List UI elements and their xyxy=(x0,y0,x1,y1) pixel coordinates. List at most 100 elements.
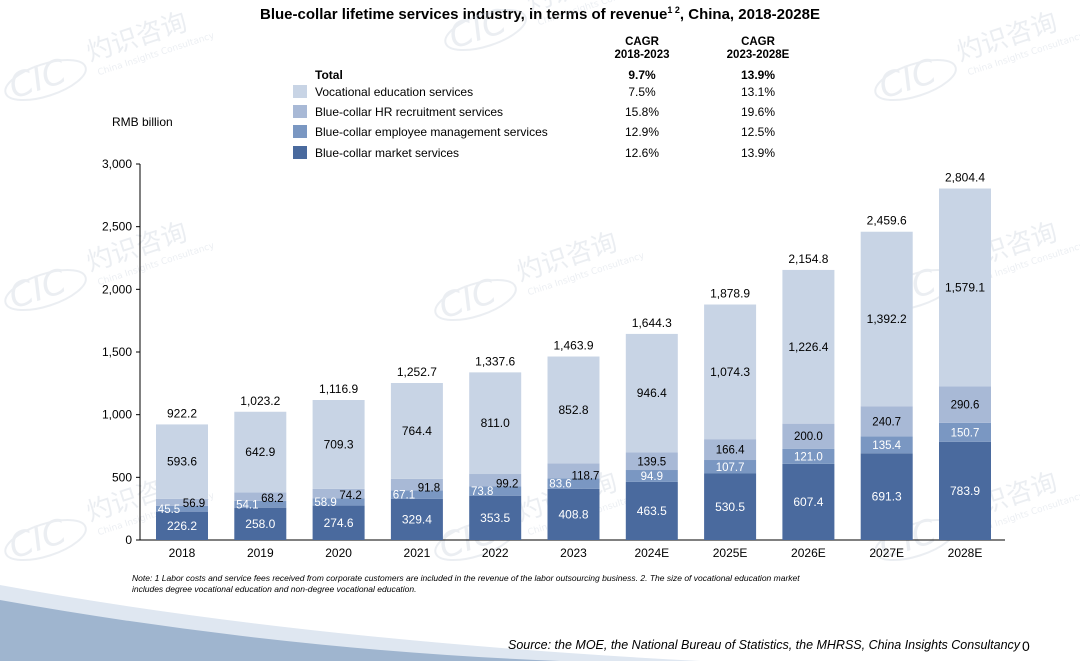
y-tick-label: 1,000 xyxy=(102,408,132,422)
watermark-ring xyxy=(434,279,517,322)
management-services-label: 83.6 xyxy=(549,479,571,491)
management-services-label: 107.7 xyxy=(716,462,745,474)
bar-segment xyxy=(312,505,365,540)
bar-segment xyxy=(469,495,522,540)
watermark-mark: CIC xyxy=(444,1,511,57)
bar-segment xyxy=(625,333,678,453)
bar-segment xyxy=(156,505,208,512)
bar-segment xyxy=(939,188,991,387)
bar-segment xyxy=(390,490,443,499)
chart-title: Blue-collar lifetime services industry, … xyxy=(0,5,1080,23)
management-services-label: 135.4 xyxy=(872,440,901,452)
bar-segment xyxy=(390,478,443,491)
vocational-services-label: 1,579.1 xyxy=(945,280,985,294)
bar-segment xyxy=(782,423,835,449)
market-services-label: 353.5 xyxy=(480,511,510,525)
management-services-label: 94.9 xyxy=(641,471,663,483)
x-tick-label: 2018 xyxy=(169,546,196,560)
management-services-label: 150.7 xyxy=(951,427,980,439)
vocational-services-label: 593.6 xyxy=(167,455,197,469)
market-services-label: 408.8 xyxy=(558,507,588,521)
vocational-services-label: 946.4 xyxy=(637,386,667,400)
bar-total-label: 1,337.6 xyxy=(475,354,515,368)
legend-swatch xyxy=(293,125,307,138)
bar-segment xyxy=(782,448,835,464)
watermark-ring xyxy=(874,59,957,102)
bar-segment xyxy=(390,498,443,540)
cagr-value: 15.8% xyxy=(625,105,659,119)
cagr-value: 12.9% xyxy=(625,125,659,139)
cagr-value: 12.5% xyxy=(741,125,775,139)
bar-segment xyxy=(547,463,600,479)
bar-segment xyxy=(234,492,287,501)
bar-total-label: 1,252.7 xyxy=(397,365,437,379)
bar-segment xyxy=(547,478,600,489)
bar-segment xyxy=(860,231,913,407)
chart-title-superscript: 1 2 xyxy=(667,5,680,15)
bar-segment xyxy=(860,406,913,437)
cagr-value: 13.1% xyxy=(741,85,775,99)
y-tick-label: 2,000 xyxy=(102,282,132,296)
source-citation: Source: the MOE, the National Bureau of … xyxy=(508,638,1021,652)
bar-segment xyxy=(234,500,287,508)
bar-total-label: 1,878.9 xyxy=(710,287,750,301)
market-services-label: 691.3 xyxy=(872,490,902,504)
x-tick-label: 2026E xyxy=(791,546,826,560)
x-tick-label: 2025E xyxy=(713,546,748,560)
footnote: Note: 1 Labor costs and service fees rec… xyxy=(132,573,800,594)
market-services-label: 274.6 xyxy=(324,516,354,530)
watermark-mark: CIC xyxy=(4,511,71,567)
chart-title-suffix: , China, 2018-2028E xyxy=(679,6,820,23)
legend-swatch xyxy=(293,146,307,159)
legend-label: Blue-collar HR recruitment services xyxy=(315,105,503,119)
bar-segment xyxy=(704,304,757,440)
recruitment-services-label: 56.9 xyxy=(183,498,205,510)
cagr-value: 9.7% xyxy=(628,68,656,82)
vocational-services-label: 764.4 xyxy=(402,424,432,438)
bar-segment xyxy=(312,498,365,506)
management-services-label: 67.1 xyxy=(393,490,415,502)
legend-swatch xyxy=(293,85,307,98)
management-services-label: 58.9 xyxy=(314,497,336,509)
bar-segment xyxy=(469,372,522,475)
y-axis-unit-label: RMB billion xyxy=(112,115,173,129)
management-services-label: 73.8 xyxy=(471,486,493,498)
watermark-mark: CIC xyxy=(4,51,71,107)
cagr-value: 12.6% xyxy=(625,146,659,160)
recruitment-services-label: 200.0 xyxy=(794,431,823,443)
x-tick-label: 2023 xyxy=(560,546,587,560)
market-services-label: 226.2 xyxy=(167,519,197,533)
y-tick-label: 3,000 xyxy=(102,157,132,171)
cagr-total-label: Total xyxy=(315,68,343,82)
bar-segment xyxy=(547,488,600,540)
bar-total-label: 1,463.9 xyxy=(553,339,593,353)
management-services-label: 121.0 xyxy=(794,451,823,463)
bar-segment xyxy=(704,473,757,540)
watermark-mark: CIC xyxy=(4,261,71,317)
x-tick-label: 2021 xyxy=(404,546,431,560)
chart-title-text: Blue-collar lifetime services industry, … xyxy=(260,6,668,23)
vocational-services-label: 1,392.2 xyxy=(867,312,907,326)
bar-segment xyxy=(625,470,678,482)
cagr-header: 2023-2028E xyxy=(727,49,790,61)
bar-segment xyxy=(156,511,208,540)
vocational-services-label: 1,226.4 xyxy=(788,340,828,354)
bar-segment xyxy=(625,452,678,471)
x-tick-label: 2020 xyxy=(325,546,352,560)
x-tick-label: 2024E xyxy=(634,546,669,560)
market-services-label: 530.5 xyxy=(715,500,745,514)
x-tick-label: 2028E xyxy=(948,546,983,560)
bar-total-label: 2,154.8 xyxy=(788,252,828,266)
watermark-ring xyxy=(4,519,87,562)
bar-segment xyxy=(390,382,443,479)
market-services-label: 463.5 xyxy=(637,504,667,518)
bar-segment xyxy=(234,507,287,540)
bar-segment xyxy=(782,463,835,540)
recruitment-services-label: 240.7 xyxy=(872,416,901,428)
vocational-services-label: 852.8 xyxy=(558,403,588,417)
bar-segment xyxy=(704,460,757,474)
bar-segment xyxy=(939,422,991,442)
